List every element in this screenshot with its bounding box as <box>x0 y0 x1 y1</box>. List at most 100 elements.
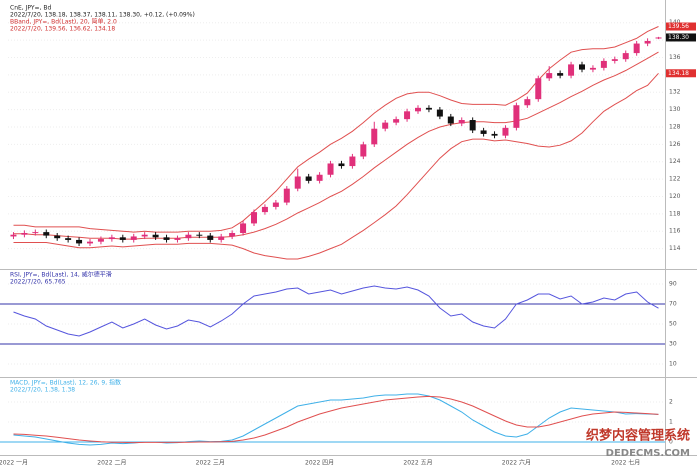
candle-body <box>425 107 432 110</box>
candle-body <box>185 234 192 239</box>
candle-body <box>229 232 236 237</box>
x-tick-label: 2022 一月 <box>0 460 28 467</box>
candle-body <box>21 232 28 235</box>
candle-body <box>43 232 50 236</box>
x-tick-label: 2022 五月 <box>403 460 432 467</box>
x-tick-label: 2022 六月 <box>502 459 531 467</box>
y-tick-label: 136 <box>669 54 681 61</box>
watermark: 织梦内容管理系统 <box>586 428 690 444</box>
candle-body <box>283 188 290 203</box>
candle-body <box>524 99 531 106</box>
x-tick-label: 2022 三月 <box>196 460 225 467</box>
candle-body <box>371 128 378 145</box>
candle-body <box>633 43 640 54</box>
y-tick-label: 122 <box>669 176 681 183</box>
legend-text: RSI, JPY=, Bd(Last), 14, 威尔德平滑 <box>10 271 112 279</box>
bollinger-band <box>13 72 659 260</box>
candle-body <box>622 53 629 60</box>
y-tick-label: 50 <box>669 321 677 328</box>
y-tick-label: 132 <box>669 89 681 96</box>
price-tag <box>666 33 696 42</box>
candle-body <box>207 235 214 240</box>
candle-body <box>349 156 356 167</box>
candle-body <box>579 64 585 70</box>
y-tick-label: 124 <box>669 158 681 165</box>
candle-body <box>196 234 203 236</box>
candle-body <box>436 109 443 117</box>
candle-body <box>502 127 509 136</box>
candle-body <box>327 163 334 175</box>
watermark: DEDECMS.COM <box>606 448 690 459</box>
candle-body <box>152 234 159 238</box>
candle-body <box>87 241 93 244</box>
x-tick-label: 2022 七月 <box>611 459 640 467</box>
candle-body <box>119 237 126 240</box>
candle-body <box>589 67 596 70</box>
price-tag-label: 139.56 <box>668 23 689 30</box>
candle-body <box>174 238 181 240</box>
candle-body <box>338 163 345 167</box>
legend-text: CnE, JPY=, Bd <box>10 5 51 12</box>
candle-body <box>108 237 115 240</box>
candle-body <box>644 40 651 44</box>
y-tick-label: 130 <box>669 106 681 113</box>
panel-frames <box>0 0 697 456</box>
x-tick-label: 2022 二月 <box>97 460 126 467</box>
candle-body <box>240 223 247 233</box>
y-tick-label: 30 <box>669 341 677 348</box>
price-tag <box>666 69 696 78</box>
candle-body <box>97 239 104 242</box>
candle-body <box>655 37 662 39</box>
y-tick-label: 126 <box>669 141 681 148</box>
y-tick-label: 10 <box>669 361 677 368</box>
candle-body <box>130 236 137 240</box>
candle-body <box>491 133 498 136</box>
candle-body <box>382 122 389 129</box>
candle-body <box>360 144 367 157</box>
indicator-line <box>13 393 659 446</box>
y-tick-label: 116 <box>669 228 681 235</box>
candle-body <box>557 73 564 76</box>
y-tick-label: 118 <box>669 210 681 217</box>
candle-body <box>611 59 618 61</box>
candle-body <box>10 234 17 237</box>
candle-body <box>546 73 553 79</box>
candle-body <box>600 60 607 68</box>
candle-body <box>32 232 39 234</box>
legend-text: 2022/7/20, 65.765 <box>10 279 66 286</box>
candle-body <box>76 239 83 244</box>
candle-body <box>568 64 575 76</box>
candle-body <box>163 237 170 240</box>
price-tag <box>666 22 696 31</box>
candle-body <box>272 202 279 207</box>
x-tick-label: 2022 四月 <box>305 460 334 467</box>
y-tick-label: 114 <box>669 245 681 252</box>
candle-body <box>218 236 225 240</box>
y-tick-label: 70 <box>669 301 677 308</box>
y-tick-label: 2 <box>669 399 673 406</box>
price-tag-label: 134.18 <box>668 70 689 77</box>
candle-body <box>513 105 520 128</box>
indicator-line <box>13 395 659 444</box>
candle-body <box>141 234 148 237</box>
indicator-line <box>13 285 659 337</box>
y-tick-label: 90 <box>669 281 677 288</box>
candle-body <box>415 107 421 112</box>
y-tick-label: 120 <box>669 193 681 200</box>
bollinger-band <box>13 26 659 233</box>
price-tag-label: 138.30 <box>668 34 689 41</box>
candle-body <box>404 111 411 120</box>
candle-body <box>447 116 454 124</box>
candle-body <box>535 78 542 100</box>
legend-text: BBand, JPY=, Bd(Last), 20, 简单, 2.0 <box>10 18 117 26</box>
legend-text: 2022/7/20, 1.38, 1.38 <box>10 387 75 394</box>
candle-body <box>54 235 61 239</box>
candle-body <box>294 176 301 189</box>
y-tick-label: 0 <box>669 439 673 446</box>
candle-body <box>316 174 323 181</box>
candle-body <box>251 212 257 224</box>
candle-body <box>469 120 476 131</box>
legend-text: 2022/7/20, 139.56, 136.62, 134.18 <box>10 26 115 33</box>
candle-body <box>480 130 487 134</box>
